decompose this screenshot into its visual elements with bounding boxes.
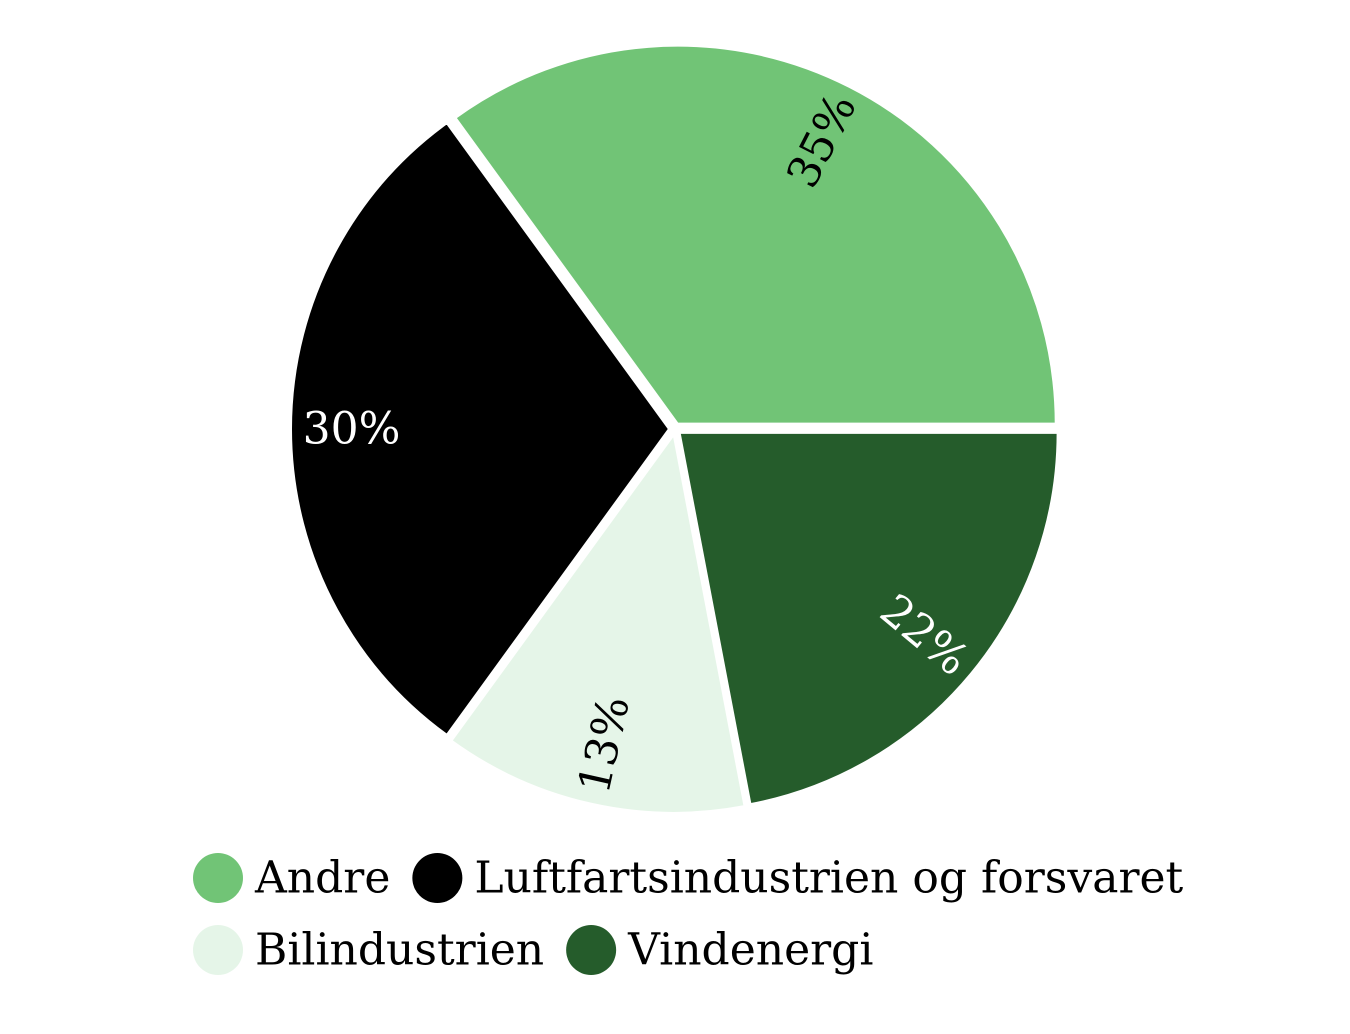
legend-label-andre: Andre <box>254 853 390 904</box>
legend-marker-andre <box>193 853 243 903</box>
pie-slice-andre <box>454 44 1057 425</box>
legend: Andre Luftfartsindustrien og forsvaret Bil… <box>193 853 1184 976</box>
pie-slice-vindenergi <box>678 431 1059 806</box>
legend-marker-vindenergi <box>566 925 617 975</box>
legend-marker-luftfartsindustrien-og-forsvaret <box>412 853 463 903</box>
legend-label-luftfartsindustrien-og-forsvaret: Luftfartsindustrien og forsvaret <box>474 853 1183 904</box>
legend-label-vindenergi: Vindenergi <box>627 925 873 976</box>
legend-label-bilindustrien: Bilindustrien <box>255 925 544 976</box>
pie-slices <box>290 44 1059 814</box>
slice-label-luftfartsindustrien-og-forsvaret: 30% <box>303 404 401 455</box>
legend-marker-bilindustrien <box>193 925 243 975</box>
pie-slice-luftfartsindustrien-og-forsvaret <box>290 121 671 737</box>
pie-slice-bilindustrien <box>450 432 746 814</box>
